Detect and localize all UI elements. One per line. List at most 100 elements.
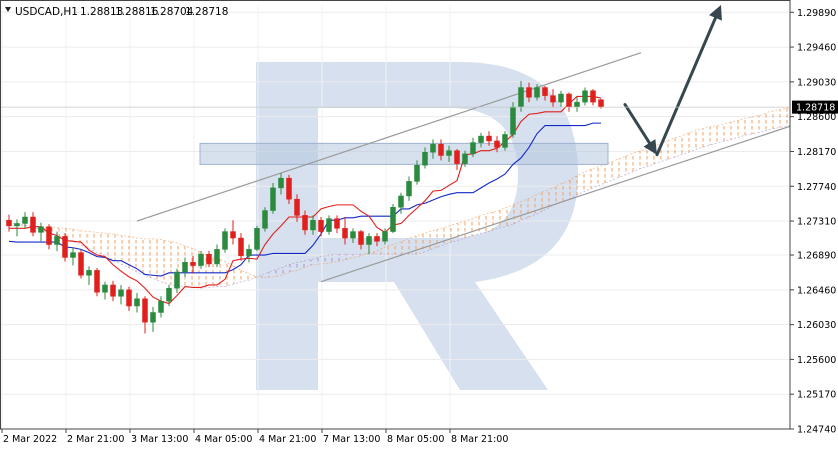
candle-body xyxy=(479,136,484,142)
candle-body xyxy=(583,91,588,102)
candle-body xyxy=(223,232,228,250)
candle-body xyxy=(503,134,508,147)
candle-body xyxy=(103,285,108,292)
cloud-segment xyxy=(681,133,689,155)
y-tick-label: 1.28170 xyxy=(797,147,836,158)
candle-body xyxy=(71,253,76,258)
chart-header: USDCAD,H1 1.28813 1.28816 1.28704 1.2871… xyxy=(5,6,228,18)
candle-body xyxy=(39,227,44,233)
cloud-segment xyxy=(761,112,769,132)
candle-body xyxy=(367,236,372,244)
cloud-segment xyxy=(689,130,697,152)
candle-body xyxy=(471,143,476,154)
candle-body xyxy=(79,253,84,276)
cloud-segment xyxy=(705,126,713,146)
candle-body xyxy=(183,262,188,272)
candle-body xyxy=(151,312,156,322)
cloud-segment xyxy=(609,160,617,182)
y-tick-label: 1.29030 xyxy=(797,77,836,88)
x-tick-label: 2 Mar 2022 xyxy=(3,434,57,445)
candle-body xyxy=(551,96,556,102)
x-tick-label: 2 Mar 21:00 xyxy=(67,434,124,445)
candle-body xyxy=(335,219,340,229)
cloud-segment xyxy=(729,121,737,140)
candle-body xyxy=(47,227,52,245)
candle-body xyxy=(271,188,276,211)
cloud-segment xyxy=(745,117,753,136)
candle-body xyxy=(55,236,60,244)
candle-body xyxy=(15,223,20,225)
candle-body xyxy=(143,299,148,322)
cloud-segment xyxy=(561,181,569,203)
y-tick-label: 1.25170 xyxy=(797,390,836,401)
candle xyxy=(271,183,276,214)
cloud-segment xyxy=(665,139,673,161)
current-price-label: 1.28718 xyxy=(796,103,835,114)
candle-body xyxy=(375,236,380,241)
cloud-segment xyxy=(593,166,601,188)
cloud-segment xyxy=(617,156,625,178)
candle-body xyxy=(599,100,604,107)
candle xyxy=(63,233,68,261)
resistance-zone xyxy=(200,143,608,164)
y-tick-label: 1.24740 xyxy=(797,425,836,436)
cloud-segment xyxy=(441,226,449,246)
candle-body xyxy=(383,232,388,242)
candle-body xyxy=(135,299,140,306)
y-tick-label: 1.25600 xyxy=(797,355,836,366)
y-tick-label: 1.29460 xyxy=(797,43,836,54)
cloud-segment xyxy=(449,223,457,242)
candle-body xyxy=(447,151,452,156)
candle-body xyxy=(463,154,468,164)
header-close: 1.28718 xyxy=(185,6,228,18)
cloud-segment xyxy=(585,168,593,191)
header-symbol: USDCAD,H1 xyxy=(15,6,78,18)
candle-body xyxy=(407,181,412,196)
candle-body xyxy=(167,288,172,301)
candle-body xyxy=(7,220,12,226)
candle-body xyxy=(87,270,92,275)
x-tick-label: 7 Mar 13:00 xyxy=(323,434,380,445)
candle-body xyxy=(31,217,36,232)
candle-body xyxy=(199,254,204,265)
cloud-segment xyxy=(777,109,785,128)
candle-body xyxy=(559,94,564,102)
candle-body xyxy=(431,144,436,152)
cloud-segment xyxy=(521,198,529,220)
candle-body xyxy=(159,301,164,312)
cloud-segment xyxy=(737,118,745,137)
candle-body xyxy=(391,207,396,231)
candle xyxy=(263,207,268,231)
candle-body xyxy=(63,236,68,257)
x-tick-label: 4 Mar 21:00 xyxy=(259,434,316,445)
candle xyxy=(391,204,396,233)
y-tick-label: 1.29890 xyxy=(797,8,836,19)
y-tick-label: 1.27310 xyxy=(797,217,836,228)
cloud-segment xyxy=(697,128,705,149)
candle-body xyxy=(319,220,324,231)
cloud-segment xyxy=(161,240,169,285)
cloud-segment xyxy=(473,215,481,235)
cloud-segment xyxy=(145,239,153,279)
y-tick-label: 1.27740 xyxy=(797,182,836,193)
cloud-segment xyxy=(481,213,489,233)
cloud-segment xyxy=(457,221,465,240)
candle-body xyxy=(295,199,300,215)
candle-body xyxy=(343,228,348,238)
candle-body xyxy=(231,232,236,238)
cloud-segment xyxy=(721,122,729,141)
candle-body xyxy=(527,88,532,98)
cloud-segment xyxy=(673,136,681,158)
cloud-segment xyxy=(713,125,721,144)
candle xyxy=(79,249,84,278)
cloud-segment xyxy=(113,234,121,264)
candle-body xyxy=(567,94,572,107)
candle-body xyxy=(207,254,212,264)
candle-body xyxy=(439,144,444,155)
y-tick-label: 1.28600 xyxy=(797,112,836,123)
candle-body xyxy=(511,107,516,135)
y-tick-label: 1.26890 xyxy=(797,251,836,262)
candle-body xyxy=(23,217,28,223)
x-tick-label: 8 Mar 05:00 xyxy=(387,434,444,445)
